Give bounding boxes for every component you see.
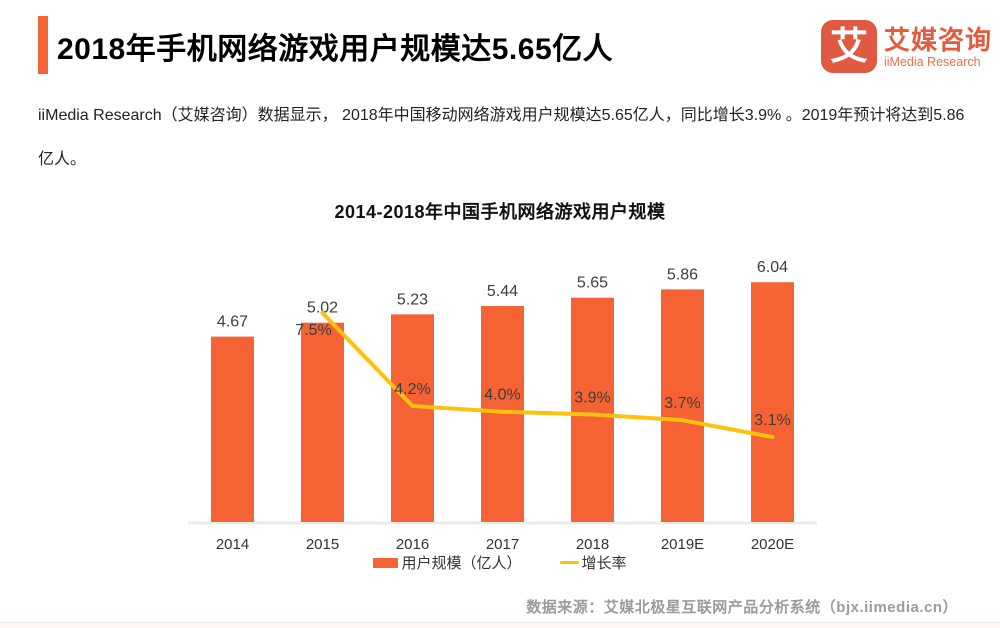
line-series-swatch: [559, 560, 579, 565]
svg-text:3.9%: 3.9%: [574, 390, 610, 407]
chart-title: 2014-2018年中国手机网络游戏用户规模: [334, 202, 666, 222]
svg-text:5.23: 5.23: [397, 291, 428, 308]
svg-text:2014: 2014: [216, 536, 249, 553]
iimedia-logo: 艾 艾媒咨询 iiMedia Research: [820, 20, 992, 73]
logo-text: 艾媒咨询 iiMedia Research: [884, 25, 992, 69]
svg-text:3.7%: 3.7%: [664, 395, 700, 412]
iimedia-logo-icon: 艾: [820, 20, 877, 73]
bottom-strip: [0, 622, 1000, 628]
svg-text:4.67: 4.67: [217, 314, 248, 331]
legend-item-growth: 增长率: [559, 552, 627, 573]
svg-text:4.2%: 4.2%: [394, 381, 430, 398]
svg-text:2020E: 2020E: [751, 536, 794, 553]
bar-series-label: 用户规模（亿人）: [401, 555, 522, 572]
svg-text:4.0%: 4.0%: [484, 387, 520, 404]
line-series-label: 增长率: [581, 555, 627, 572]
data-source: 数据来源：艾媒北极星互联网产品分析系统（bjx.iimedia.cn）: [526, 599, 958, 616]
svg-text:3.1%: 3.1%: [754, 412, 790, 429]
svg-text:2018: 2018: [576, 536, 609, 553]
svg-text:5.44: 5.44: [487, 283, 518, 300]
svg-text:2015: 2015: [306, 536, 339, 553]
summary-text: iiMedia Research（艾媒咨询）数据显示， 2018年中国移动网络游…: [38, 107, 965, 168]
logo-name-cn: 艾媒咨询: [883, 24, 992, 55]
svg-text:6.04: 6.04: [757, 259, 788, 276]
logo-glyph: 艾: [829, 25, 868, 68]
legend-item-users: 用户规模（亿人）: [373, 552, 522, 573]
logo-name-en: iiMedia Research: [883, 54, 981, 69]
svg-text:2017: 2017: [486, 536, 519, 553]
title-accent-bar: [38, 16, 48, 74]
svg-text:5.65: 5.65: [577, 275, 608, 292]
page-title: 2018年手机网络游戏用户规模达5.65亿人: [57, 33, 614, 66]
bar-series-swatch: [373, 557, 399, 568]
svg-text:5.02: 5.02: [307, 300, 338, 317]
svg-text:7.5%: 7.5%: [295, 322, 331, 339]
chart-legend: 用户规模（亿人） 增长率: [0, 552, 1000, 573]
svg-text:2016: 2016: [396, 536, 429, 553]
svg-text:2019E: 2019E: [661, 536, 704, 553]
svg-text:5.86: 5.86: [667, 266, 698, 283]
